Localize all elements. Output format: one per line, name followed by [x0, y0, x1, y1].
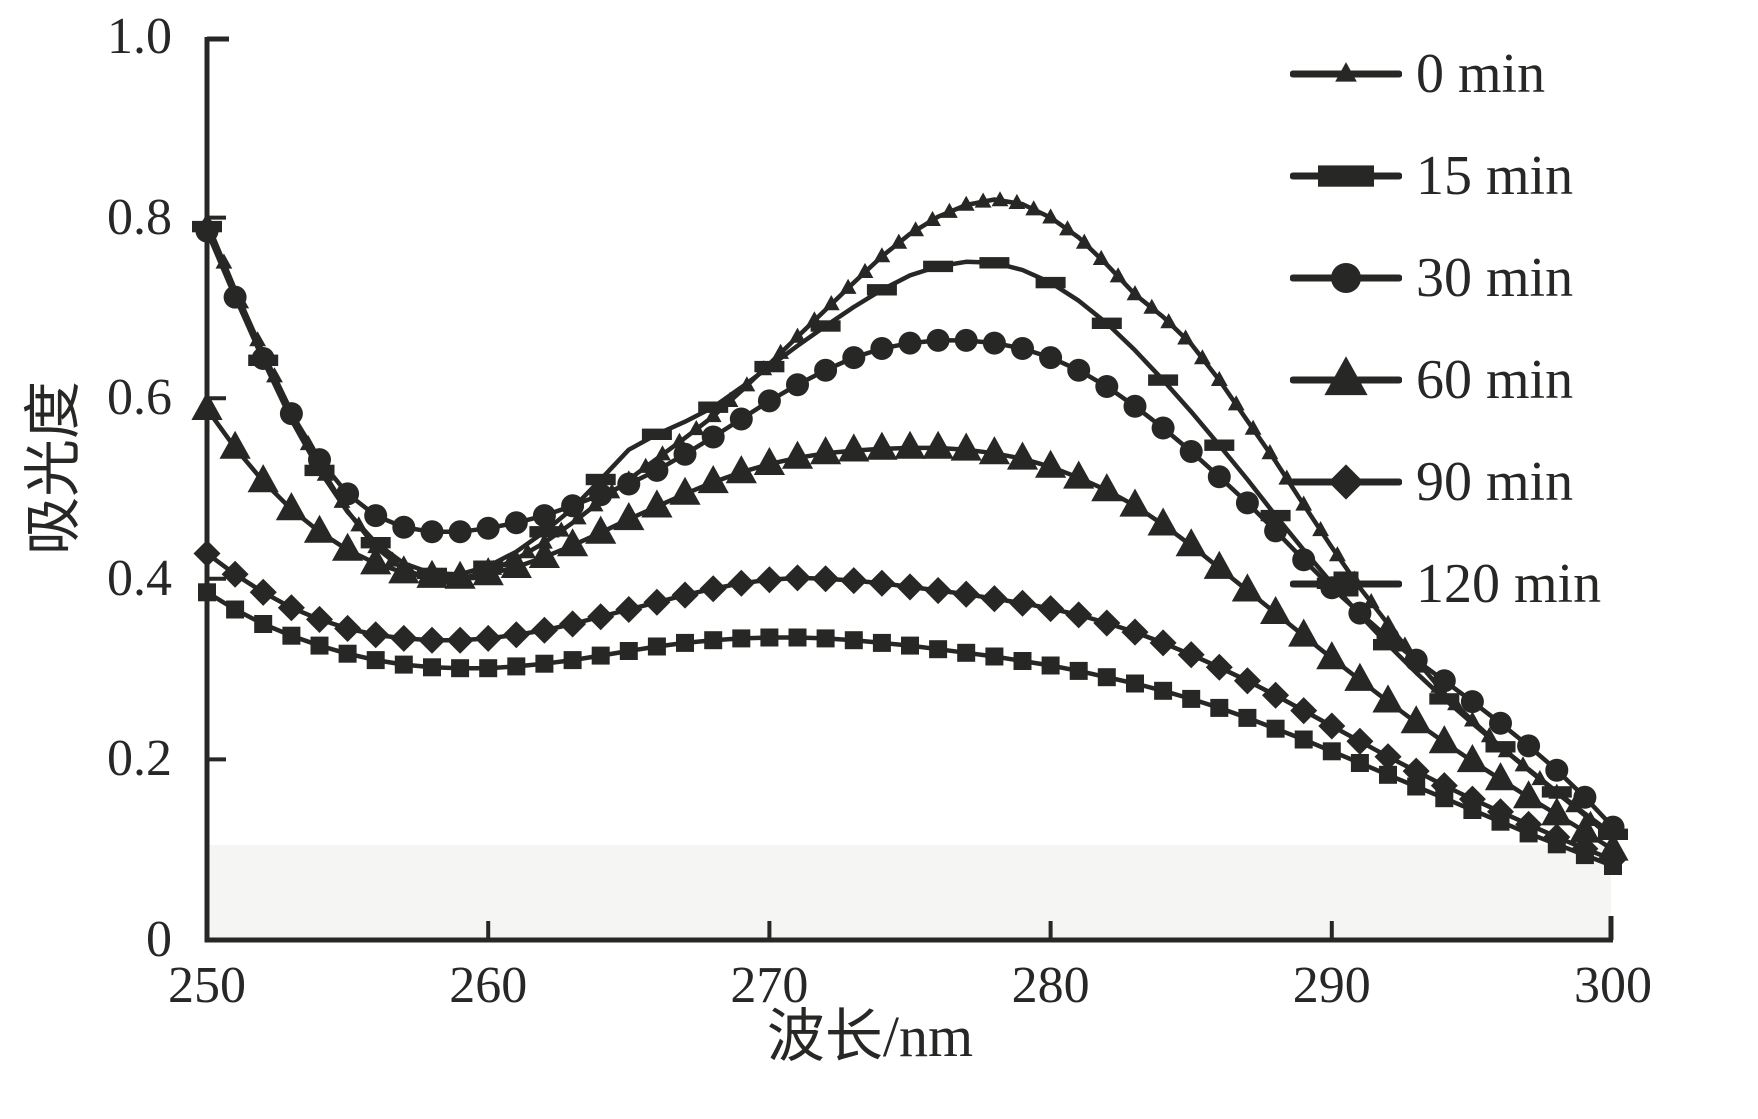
- x-tick-label-300: 300: [1574, 957, 1652, 1014]
- legend-entry-0-min: 0 min: [1290, 44, 1601, 104]
- legend-entry-15-min: 15 min: [1290, 146, 1601, 206]
- y-tick-label-1.0: 1.0: [107, 8, 172, 65]
- legend-entry-90-min: 90 min: [1290, 452, 1601, 512]
- legend-entry-120-min: 120 min: [1290, 554, 1601, 614]
- legend-label: 0 min: [1416, 43, 1546, 105]
- legend: 0 min 15 min 30 min 60 min 90 min 120 min: [1290, 44, 1601, 656]
- legend-entry-30-min: 30 min: [1290, 248, 1601, 308]
- axis-spines: [204, 37, 1613, 943]
- x-tick-label-250: 250: [168, 957, 246, 1014]
- x-tick-label-260: 260: [449, 957, 528, 1014]
- dash-rect-legend-marker-icon: [1290, 165, 1402, 187]
- y-tick-label-0.6: 0.6: [107, 369, 172, 427]
- diamond-legend-marker-icon: [1290, 464, 1402, 500]
- legend-label: 15 min: [1416, 145, 1574, 207]
- y-tick-label-0.8: 0.8: [107, 188, 172, 246]
- triangle-legend-marker-icon: [1290, 356, 1402, 396]
- series-0-min: [198, 191, 1616, 842]
- y-tick-label-0.4: 0.4: [107, 549, 172, 607]
- triangle-small-legend-marker-icon: [1290, 62, 1402, 82]
- x-tick-label-280: 280: [1011, 957, 1090, 1014]
- circle-legend-marker-icon: [1290, 263, 1402, 293]
- legend-label: 60 min: [1416, 349, 1574, 411]
- x-axis-title: 波长/nm: [766, 1004, 974, 1069]
- x-tick-label-270: 270: [730, 957, 809, 1014]
- y-tick-label-0.2: 0.2: [107, 730, 172, 788]
- legend-label: 120 min: [1416, 553, 1602, 615]
- axis-end-ticks: [207, 36, 1614, 940]
- plot-bottom-band: [209, 845, 1611, 938]
- x-tick-label-290: 290: [1292, 957, 1371, 1014]
- y-tick-label-0: 0: [146, 911, 172, 968]
- series-60-min: [191, 391, 1629, 861]
- legend-label: 90 min: [1416, 451, 1574, 513]
- series-90-min: [193, 540, 1627, 874]
- square-legend-marker-icon: [1290, 571, 1402, 597]
- legend-label: 30 min: [1416, 247, 1574, 309]
- legend-entry-60-min: 60 min: [1290, 350, 1601, 410]
- axis-ticks: [207, 215, 1334, 940]
